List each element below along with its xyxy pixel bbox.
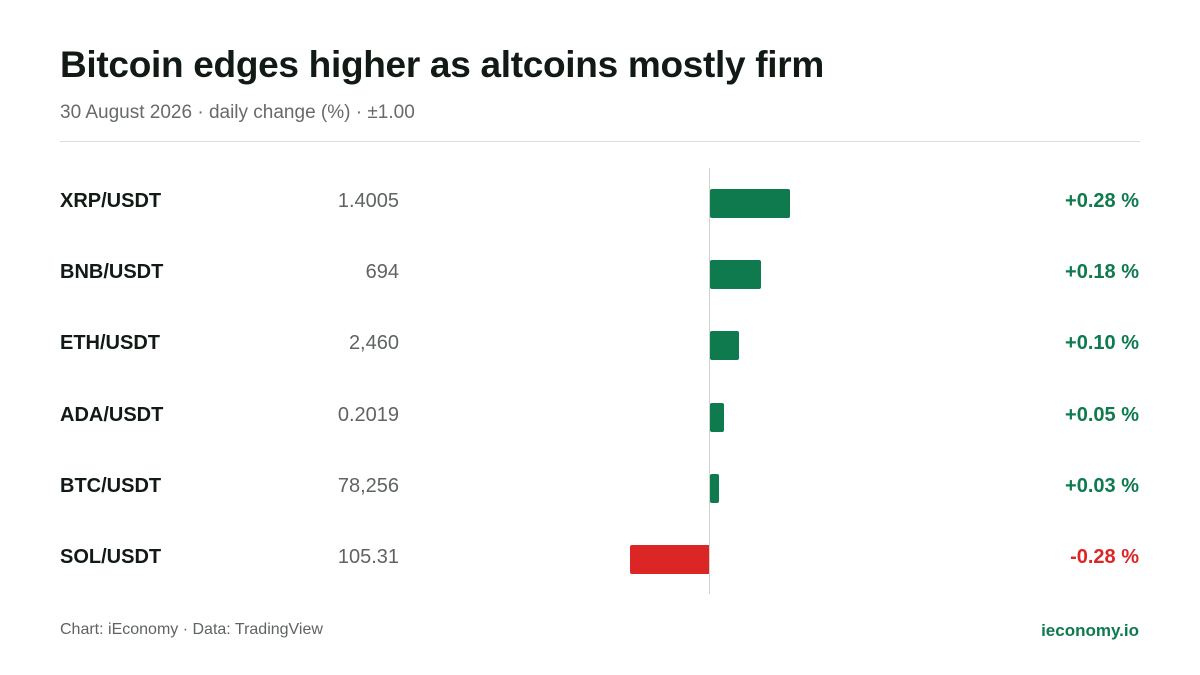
change-bar (630, 545, 710, 574)
pair-label: SOL/USDT (60, 546, 162, 568)
pair-label: BNB/USDT (60, 261, 164, 284)
chart-row: BNB/USDT 694 +0.18 % (0, 239, 1200, 310)
chart-row: BTC/USDT 78,256 +0.03 % (0, 453, 1200, 524)
chart-row: XRP/USDT 1.4005 +0.28 % (0, 168, 1200, 239)
source-credit: Chart: iEconomy · Data: TradingView (60, 621, 323, 638)
price-value: 105.31 (337, 546, 399, 568)
price-value: 0.2019 (337, 403, 399, 426)
change-label: +0.28 % (1065, 190, 1139, 212)
price-value: 694 (365, 261, 399, 284)
pair-label: ADA/USDT (60, 403, 164, 426)
chart-row: SOL/USDT 105.31 -0.28 % (0, 524, 1200, 595)
change-label: -0.28 % (1070, 546, 1139, 568)
change-label: +0.03 % (1065, 474, 1139, 497)
change-bar (710, 189, 790, 218)
price-value: 2,460 (348, 332, 399, 355)
zero-baseline (709, 168, 710, 594)
change-label: +0.10 % (1065, 332, 1139, 355)
change-bar (710, 260, 762, 290)
brand-link[interactable]: ieconomy.io (1041, 621, 1139, 640)
chart-subtitle: 30 August 2026 · daily change (%) · ±1.0… (60, 102, 415, 123)
header-divider (60, 141, 1140, 142)
price-value: 1.4005 (337, 190, 399, 212)
change-label: +0.05 % (1065, 403, 1139, 426)
chart-title: Bitcoin edges higher as altcoins mostly … (60, 44, 824, 85)
change-bar (710, 331, 739, 361)
change-label: +0.18 % (1065, 261, 1139, 284)
change-bar (710, 473, 719, 503)
chart-row: ADA/USDT 0.2019 +0.05 % (0, 382, 1200, 453)
pair-label: XRP/USDT (60, 190, 162, 212)
chart-row: ETH/USDT 2,460 +0.10 % (0, 310, 1200, 381)
pair-label: ETH/USDT (60, 332, 160, 355)
change-bar (710, 402, 725, 432)
pair-label: BTC/USDT (60, 474, 162, 497)
price-value: 78,256 (337, 474, 399, 497)
